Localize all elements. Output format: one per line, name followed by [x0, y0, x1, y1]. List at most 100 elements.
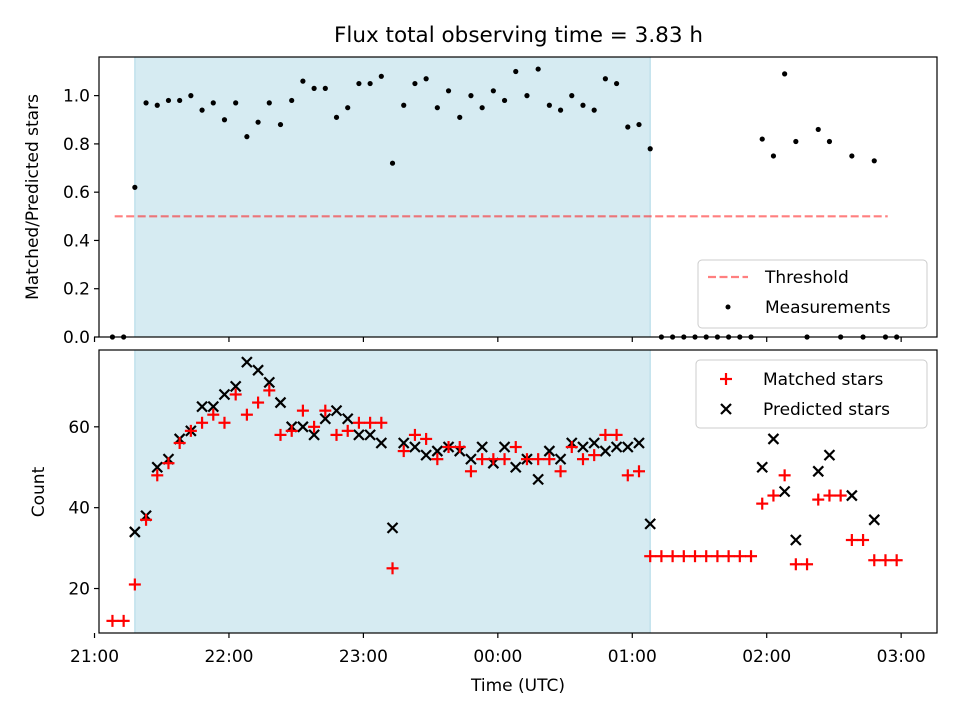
predicted-point: [767, 433, 780, 445]
matched-point: [140, 513, 153, 526]
matched-point: [464, 465, 477, 478]
x-tick-label: 03:00: [877, 647, 926, 667]
measurement-point: [277, 121, 284, 128]
measurement-point: [311, 85, 317, 91]
ratio-panel: 0.0 0.2 0.4 0.6 0.8 1.0 Matched/Predicted sta…: [23, 56, 938, 348]
matched-point: [319, 404, 332, 417]
matched-point: [778, 469, 791, 482]
matched-point: [543, 453, 556, 466]
measurement-point: [613, 80, 620, 87]
matched-point: [565, 441, 578, 454]
matched-point: [453, 441, 466, 454]
predicted-point: [543, 445, 556, 457]
predicted-point: [341, 412, 354, 425]
predicted-point: [297, 421, 309, 433]
measurement-point: [849, 153, 855, 159]
measurement-point: [569, 93, 575, 99]
measurement-point: [132, 184, 138, 190]
matched-point: [173, 436, 186, 449]
matched-point: [509, 441, 522, 454]
y-tick-label: 40: [68, 499, 90, 519]
ratio-legend-box: [697, 259, 928, 329]
measurement-point: [815, 126, 821, 133]
predicted-point: [778, 485, 791, 498]
matched-point: [196, 416, 209, 429]
measurement-point: [266, 100, 272, 106]
predicted-point: [196, 400, 208, 413]
matched-point: [151, 469, 164, 482]
count-panel: 20 40 60 21:00 22:00 23:00 00:00 01:00 02:00 03:0…: [29, 349, 938, 696]
matched-point: [375, 416, 388, 429]
matched-point: [240, 408, 253, 421]
measurement-point: [524, 93, 530, 99]
measurement-point: [165, 97, 172, 104]
measurement-point: [490, 88, 496, 94]
matched-point: [420, 432, 433, 445]
matched-point: [733, 550, 746, 563]
predicted-point: [397, 437, 410, 449]
matched-point: [632, 465, 645, 478]
matched-point: [789, 558, 802, 571]
measurement-point: [580, 102, 586, 108]
measurement-point: [434, 105, 440, 111]
predicted-point: [431, 445, 444, 457]
matched-point: [644, 550, 657, 563]
measurement-point: [333, 114, 340, 120]
ratio-y-axis-label: Matched/Predicted stars: [23, 94, 43, 300]
matched-point: [677, 550, 690, 563]
count-legend: Matched stars Predicted stars: [695, 359, 928, 429]
predicted-point: [252, 364, 264, 376]
measurement-point: [602, 76, 608, 82]
predicted-point: [218, 388, 231, 401]
measurement-point: [255, 119, 261, 125]
count-y-axis-label: Count: [29, 466, 49, 517]
threshold-legend-label: Threshold: [764, 268, 849, 288]
measurement-point: [244, 134, 250, 140]
x-tick-label: 21:00: [70, 647, 119, 667]
matched-point: [666, 550, 679, 563]
x-axis-label: Time (UTC): [470, 676, 565, 696]
measurement-point: [625, 124, 631, 130]
predicted-point: [207, 400, 220, 413]
predicted-legend-label: Predicted stars: [763, 400, 890, 420]
measurement-point: [143, 100, 149, 106]
measurement-point: [221, 117, 228, 123]
measurement-point: [636, 121, 642, 128]
y-tick-label: 1.0: [63, 87, 90, 107]
matched-point: [330, 428, 343, 441]
matched-point: [364, 416, 377, 429]
predicted-point: [812, 465, 825, 478]
measurement-point: [557, 107, 564, 113]
matched-point: [711, 550, 724, 563]
predicted-point: [465, 453, 477, 465]
matched-point: [801, 558, 814, 571]
matched-point: [128, 578, 141, 591]
matched-point: [823, 489, 836, 502]
matched-point: [745, 550, 758, 563]
predicted-point: [353, 429, 365, 441]
measurement-point: [479, 105, 485, 111]
predicted-point: [420, 449, 432, 461]
matched-point: [700, 550, 713, 563]
x-tick-label: 23:00: [339, 647, 388, 667]
matched-point: [397, 445, 410, 458]
matched-point: [162, 457, 175, 470]
matched-point: [532, 453, 545, 466]
measurement-point: [546, 102, 552, 108]
matched-point: [655, 550, 668, 563]
predicted-point: [588, 437, 600, 449]
measurement-point: [412, 80, 418, 87]
matched-point: [442, 441, 455, 454]
predicted-point: [129, 526, 141, 538]
measurement-point: [300, 78, 306, 84]
measurement-point: [445, 88, 452, 94]
predicted-point: [476, 441, 488, 453]
predicted-point: [644, 518, 656, 530]
matched-legend-marker: [720, 373, 732, 385]
measurement-point: [591, 107, 597, 113]
ratio-axes-frame: [98, 56, 938, 338]
measurement-point: [188, 93, 194, 99]
matched-point: [756, 497, 769, 510]
predicted-point: [274, 396, 287, 409]
matched-point: [588, 449, 601, 462]
